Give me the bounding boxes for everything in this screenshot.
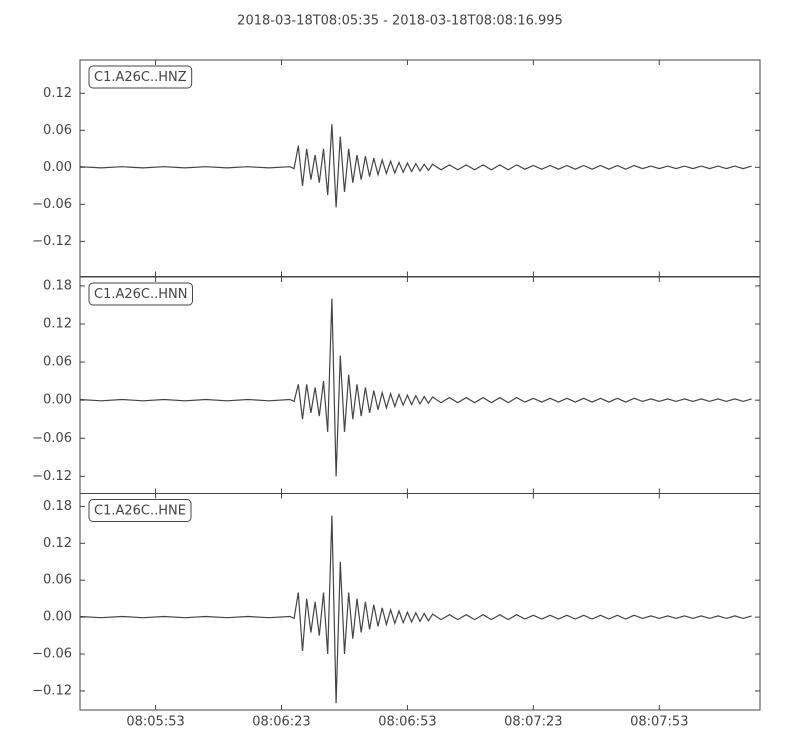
trace-label-box [88,282,193,306]
trace-label-box [88,65,193,89]
y-tick-label: 0.00 [43,160,72,175]
y-tick-label: 0.12 [43,86,72,101]
x-tick-label: 08:07:53 [630,715,688,730]
y-tick-label: 0.06 [43,355,72,370]
y-tick-label: 0.18 [43,278,72,293]
trace-label: C1.A26C..HNN [94,287,187,302]
y-tick-label: 0.00 [43,610,72,625]
y-tick-label: −0.06 [32,431,72,446]
y-tick-label: 0.12 [43,316,72,331]
trace-label: C1.A26C..HNE [94,504,186,519]
chart-title: 2018-03-18T08:05:35 - 2018-03-18T08:08:1… [237,14,563,29]
waveform [79,124,752,208]
waveform [79,515,752,704]
waveform [79,298,752,477]
y-tick-label: 0.06 [43,573,72,588]
x-tick-label: 08:06:23 [252,715,310,730]
y-tick-label: −0.06 [32,197,72,212]
x-tick-label: 08:05:53 [126,715,184,730]
y-tick-label: −0.12 [32,469,72,484]
y-tick-label: −0.06 [32,647,72,662]
y-tick-label: −0.12 [32,234,72,249]
trace-label-box [88,499,192,522]
y-tick-label: −0.12 [32,683,72,698]
x-tick-label: 08:07:23 [504,715,562,730]
axes-frame [79,493,761,711]
trace-label: C1.A26C..HNZ [94,70,187,85]
y-tick-label: 0.12 [43,536,72,551]
x-tick-label: 08:06:53 [378,715,436,730]
y-tick-label: 0.18 [43,499,72,514]
y-tick-label: 0.00 [43,393,72,408]
y-tick-label: 0.06 [43,123,72,138]
